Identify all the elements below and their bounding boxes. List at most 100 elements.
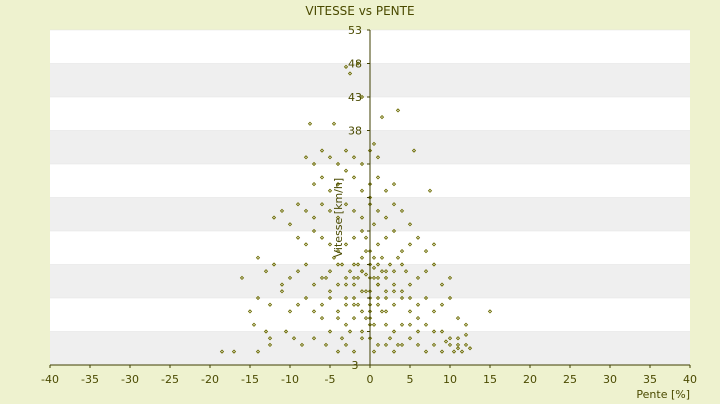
data-point <box>263 329 269 334</box>
data-point <box>327 269 333 274</box>
data-point <box>303 295 309 301</box>
x-tick-label: -20 <box>201 373 219 386</box>
data-point <box>271 215 277 220</box>
data-point <box>303 242 309 247</box>
data-point <box>355 302 361 307</box>
data-point <box>327 242 333 247</box>
data-point <box>295 202 301 207</box>
data-point <box>335 349 341 354</box>
data-point <box>431 329 437 334</box>
data-point <box>415 342 421 348</box>
data-point <box>407 309 413 314</box>
data-point <box>351 282 357 287</box>
x-tick-label: -10 <box>281 373 299 386</box>
x-tick-label: -5 <box>325 373 336 386</box>
data-point <box>391 329 397 334</box>
data-point <box>335 181 341 187</box>
data-point <box>391 349 397 354</box>
data-point <box>447 275 453 281</box>
data-point <box>311 215 317 220</box>
data-point <box>335 282 341 287</box>
data-point <box>307 121 313 126</box>
data-point <box>351 175 357 180</box>
y-tick-labels: 3 38 43 48 53 <box>348 24 370 372</box>
data-point <box>399 248 405 254</box>
data-point <box>383 275 389 281</box>
data-point <box>351 295 357 301</box>
data-point <box>219 349 225 354</box>
data-point <box>343 202 349 207</box>
data-point <box>359 269 365 274</box>
data-point <box>407 336 413 341</box>
data-point <box>295 269 301 274</box>
data-point <box>415 329 421 334</box>
data-point <box>359 329 365 334</box>
data-point <box>443 339 449 344</box>
data-point <box>375 302 381 307</box>
x-tick-labels: -40 -35 -30 -25 -20 -15 -10 -5 0 5 10 15 20 25 30 35 40 <box>41 365 697 386</box>
data-point <box>339 262 345 267</box>
data-point <box>319 148 325 153</box>
x-tick-label: -35 <box>81 373 99 386</box>
data-point <box>387 336 393 341</box>
data-point <box>279 282 285 287</box>
data-point <box>255 349 261 354</box>
data-point <box>379 255 385 260</box>
data-point <box>311 282 317 287</box>
data-point <box>431 342 437 348</box>
data-point <box>351 302 357 307</box>
data-point <box>327 208 333 214</box>
data-point <box>359 94 365 100</box>
data-point <box>431 242 437 247</box>
data-point <box>379 114 385 120</box>
y-tick-label: 53 <box>348 24 362 37</box>
data-point <box>303 155 309 160</box>
data-point <box>415 275 421 281</box>
data-point <box>351 262 357 267</box>
data-point <box>375 208 381 214</box>
data-point <box>371 141 377 147</box>
y-tick-label: 43 <box>348 91 362 104</box>
data-point <box>399 295 405 301</box>
data-point <box>371 349 377 354</box>
data-point <box>287 222 293 227</box>
data-point <box>347 269 353 274</box>
data-point <box>455 315 461 321</box>
data-point <box>383 188 389 193</box>
data-point <box>407 242 413 247</box>
data-point <box>331 121 337 126</box>
data-point <box>319 275 325 281</box>
data-point <box>359 228 365 234</box>
data-point <box>247 309 253 314</box>
data-point <box>359 161 365 167</box>
data-point <box>383 322 389 327</box>
data-point <box>391 228 397 234</box>
data-point <box>335 161 341 167</box>
data-point <box>383 235 389 240</box>
data-point <box>351 208 357 214</box>
data-point <box>355 275 361 281</box>
data-point <box>423 295 429 301</box>
data-point <box>287 309 293 314</box>
data-point <box>383 309 389 314</box>
data-point <box>263 269 269 274</box>
data-point <box>463 342 469 348</box>
data-point <box>407 282 413 287</box>
data-point <box>335 215 341 220</box>
data-point <box>311 228 317 234</box>
data-point <box>459 349 465 354</box>
data-point <box>319 202 325 207</box>
data-point <box>455 336 461 341</box>
data-point <box>391 269 397 274</box>
data-point <box>391 289 397 294</box>
data-point <box>395 342 401 348</box>
x-tick-label: 10 <box>443 373 457 386</box>
data-point <box>375 155 381 160</box>
data-point <box>375 282 381 287</box>
data-point <box>379 269 385 274</box>
data-point <box>335 248 341 254</box>
data-point <box>267 302 273 307</box>
data-point <box>363 315 369 321</box>
data-point <box>351 235 357 240</box>
